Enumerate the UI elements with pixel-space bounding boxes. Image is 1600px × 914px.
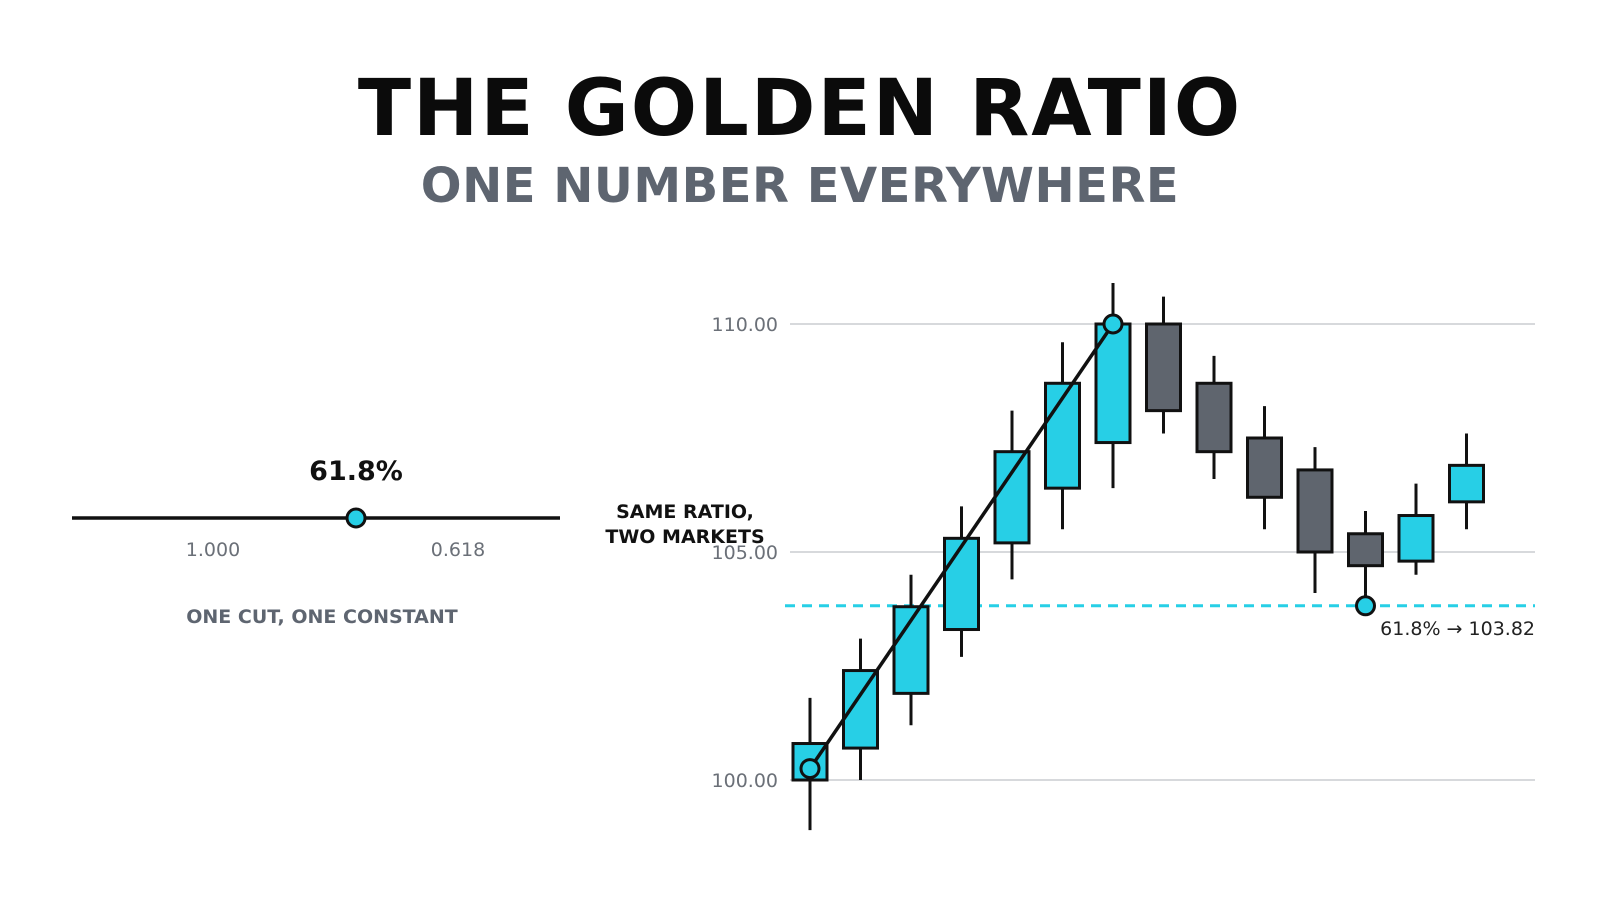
ratio-percent-label: 61.8% xyxy=(309,456,403,487)
bullish-candle xyxy=(1094,322,1132,445)
swing-high-point xyxy=(1102,313,1124,335)
bullish-candle xyxy=(1448,463,1485,504)
bearish-candle xyxy=(1347,532,1384,568)
ratio-right-label: 0.618 xyxy=(431,539,485,561)
page-subtitle: ONE NUMBER EVERYWHERE xyxy=(420,158,1180,214)
bearish-candle xyxy=(1145,322,1182,413)
y-tick-label: 105.00 xyxy=(712,542,778,564)
bullish-candle xyxy=(842,669,879,750)
ratio-left-label: 1.000 xyxy=(186,539,240,561)
candlestick-chart: 110.00 105.00 100.00 61.8% → 103.82 xyxy=(712,282,1535,831)
bearish-candle xyxy=(1296,468,1334,554)
bearish-candle xyxy=(1246,436,1283,499)
ratio-caption: ONE CUT, ONE CONSTANT xyxy=(186,606,458,628)
center-label-line2: TWO MARKETS xyxy=(605,526,764,548)
y-tick-label: 100.00 xyxy=(712,770,778,792)
swing-line xyxy=(808,323,1115,770)
swing-low-point xyxy=(799,758,821,780)
bullish-candle xyxy=(993,450,1031,545)
y-tick-label: 110.00 xyxy=(712,314,778,336)
page-title: THE GOLDEN RATIO xyxy=(357,64,1243,154)
fib-marker-point xyxy=(1355,595,1376,617)
ratio-cut-point xyxy=(345,507,367,529)
fib-level-label: 61.8% → 103.82 xyxy=(1380,618,1535,640)
bullish-candle xyxy=(1397,514,1435,563)
center-label-line1: SAME RATIO, xyxy=(616,501,754,523)
bearish-candle xyxy=(1195,381,1233,454)
ratio-line-group: 61.8% 1.000 0.618 ONE CUT, ONE CONSTANT xyxy=(72,456,560,628)
bullish-candle xyxy=(943,536,980,632)
